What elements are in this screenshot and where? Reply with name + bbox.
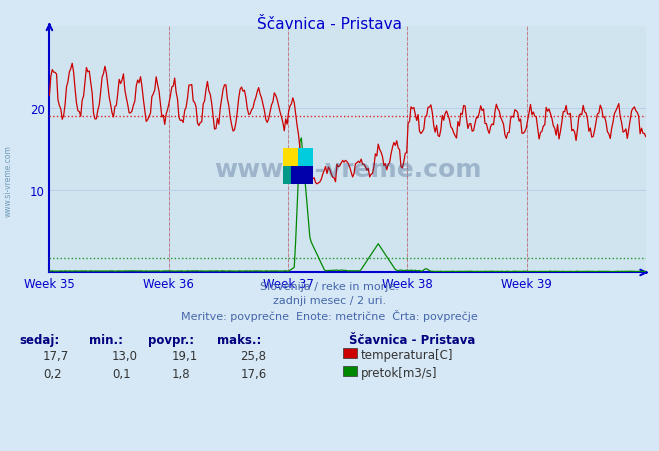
Text: 17,6: 17,6 — [241, 368, 267, 381]
Text: www.si-vreme.com: www.si-vreme.com — [214, 158, 481, 182]
Text: Ščavnica - Pristava: Ščavnica - Pristava — [349, 334, 476, 347]
Bar — [298, 149, 313, 167]
Bar — [291, 167, 313, 185]
Text: pretok[m3/s]: pretok[m3/s] — [361, 367, 438, 380]
Bar — [283, 167, 291, 185]
Text: 0,1: 0,1 — [112, 368, 130, 381]
Text: povpr.:: povpr.: — [148, 334, 194, 347]
Text: Slovenija / reke in morje.: Slovenija / reke in morje. — [260, 282, 399, 292]
Text: Meritve: povprečne  Enote: metrične  Črta: povprečje: Meritve: povprečne Enote: metrične Črta:… — [181, 309, 478, 321]
Bar — [283, 149, 298, 167]
Text: 19,1: 19,1 — [171, 350, 198, 363]
Text: Ščavnica - Pristava: Ščavnica - Pristava — [257, 17, 402, 32]
Text: maks.:: maks.: — [217, 334, 262, 347]
Text: 1,8: 1,8 — [171, 368, 190, 381]
Text: 25,8: 25,8 — [241, 350, 266, 363]
Text: 0,2: 0,2 — [43, 368, 61, 381]
Text: min.:: min.: — [89, 334, 123, 347]
Text: www.si-vreme.com: www.si-vreme.com — [4, 144, 13, 216]
Text: temperatura[C]: temperatura[C] — [361, 349, 453, 362]
Text: zadnji mesec / 2 uri.: zadnji mesec / 2 uri. — [273, 295, 386, 305]
Text: sedaj:: sedaj: — [20, 334, 60, 347]
Text: 17,7: 17,7 — [43, 350, 69, 363]
Text: 13,0: 13,0 — [112, 350, 138, 363]
